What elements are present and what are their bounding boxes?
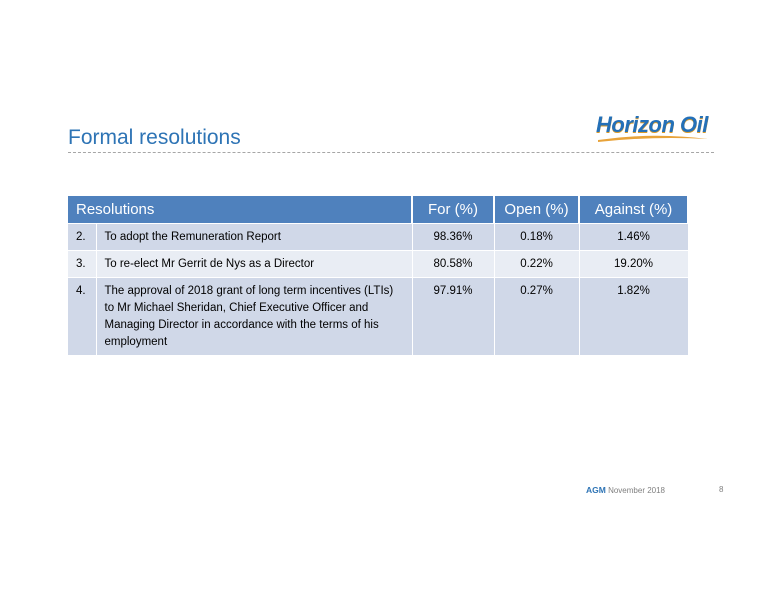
table-header-row: Resolutions For (%) Open (%) Against (%) (68, 196, 690, 224)
table-row: 2. To adopt the Remuneration Report 98.3… (68, 223, 689, 251)
table-row: 4. The approval of 2018 grant of long te… (68, 277, 689, 355)
header-resolutions: Resolutions (68, 196, 414, 224)
table-row: 3. To re-elect Mr Gerrit de Nys as a Dir… (68, 250, 689, 278)
row-open-value: 0.22% (494, 250, 580, 278)
row-resolution-text: To adopt the Remuneration Report (96, 223, 413, 251)
title-divider (68, 152, 714, 153)
row-open-value: 0.27% (494, 277, 580, 355)
row-resolution-text: The approval of 2018 grant of long term … (96, 277, 413, 355)
row-for-value: 98.36% (412, 223, 495, 251)
page-title: Formal resolutions (68, 126, 241, 149)
resolutions-table: Resolutions For (%) Open (%) Against (%)… (68, 196, 690, 355)
footer-agm: AGM (586, 485, 606, 495)
row-open-value: 0.18% (494, 223, 580, 251)
logo-swoosh-icon (598, 135, 708, 142)
row-for-value: 80.58% (412, 250, 495, 278)
page-number: 8 (719, 485, 724, 494)
row-number: 3. (68, 250, 97, 278)
row-number: 2. (68, 223, 97, 251)
row-number: 4. (68, 277, 97, 355)
logo-text: Horizon Oil (596, 112, 708, 137)
header-open: Open (%) (494, 196, 581, 224)
row-against-value: 19.20% (579, 250, 689, 278)
horizon-oil-logo: Horizon Oil (596, 112, 712, 142)
footer-date: November 2018 (608, 486, 665, 495)
header-for: For (%) (412, 196, 496, 224)
row-for-value: 97.91% (412, 277, 495, 355)
row-resolution-text: To re-elect Mr Gerrit de Nys as a Direct… (96, 250, 413, 278)
footer: AGM November 2018 (586, 485, 665, 495)
row-against-value: 1.82% (579, 277, 689, 355)
row-against-value: 1.46% (579, 223, 689, 251)
header-against: Against (%) (579, 196, 690, 224)
